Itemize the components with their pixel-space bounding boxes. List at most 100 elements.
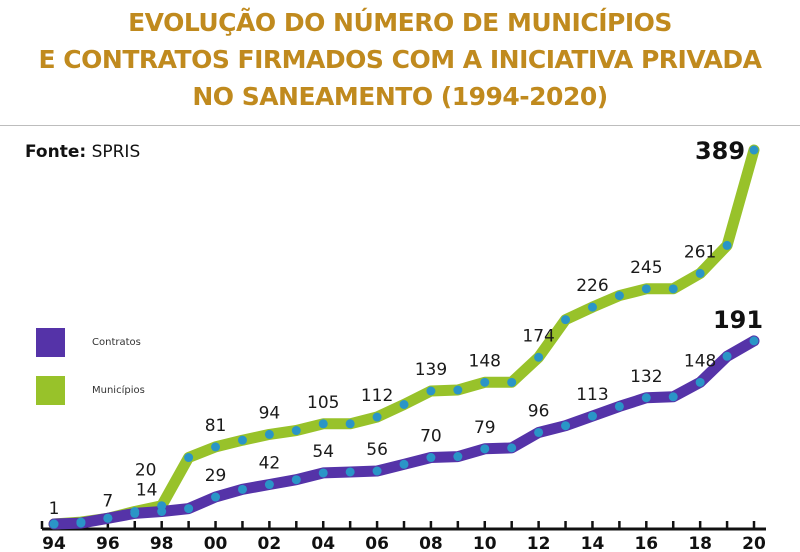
data-point-municipios	[399, 399, 409, 409]
data-point-contratos	[130, 508, 140, 518]
x-tick-label: 08	[419, 534, 443, 552]
data-point-municipios	[211, 442, 221, 452]
title-line-2: E CONTRATOS FIRMADOS COM A INICIATIVA PR…	[38, 45, 762, 74]
data-point-contratos	[399, 459, 409, 469]
data-label-municipios: 112	[361, 386, 393, 406]
data-label-contratos: 56	[366, 440, 388, 460]
data-label-municipios: 389	[695, 137, 745, 165]
data-point-contratos	[453, 452, 463, 462]
data-label-contratos: 132	[630, 367, 662, 387]
data-label-contratos: 96	[528, 401, 550, 421]
x-tick-label: 18	[688, 534, 712, 552]
source-label: Fonte:	[25, 142, 87, 162]
data-label-contratos: 70	[420, 427, 442, 447]
data-point-municipios	[749, 145, 759, 155]
data-point-contratos	[291, 475, 301, 485]
data-point-municipios	[426, 386, 436, 396]
data-label-municipios: 94	[259, 403, 281, 423]
data-point-municipios	[534, 352, 544, 362]
data-label-contratos: 14	[136, 481, 158, 501]
data-point-contratos	[587, 411, 597, 421]
data-point-contratos	[372, 466, 382, 476]
data-point-contratos	[76, 518, 86, 528]
data-label-municipios: 1	[49, 499, 60, 519]
legend-swatch-municipios	[36, 376, 65, 405]
x-axis: 94 96 98 00 02 04 06 08 10 12 14 16 18 20	[40, 521, 766, 552]
data-point-municipios	[318, 419, 328, 429]
data-label-municipios: 226	[576, 276, 608, 296]
data-label-municipios: 139	[415, 360, 447, 380]
data-label-municipios: 81	[205, 416, 227, 436]
data-point-municipios	[722, 240, 732, 250]
source-note: Fonte: SPRIS	[25, 142, 140, 162]
legend-swatch-contratos	[36, 328, 65, 357]
title-line-1: EVOLUÇÃO DO NÚMERO DE MUNICÍPIOS	[128, 8, 672, 37]
x-tick-label: 16	[634, 534, 658, 552]
chart-title: EVOLUÇÃO DO NÚMERO DE MUNICÍPIOS E CONTR…	[0, 4, 800, 115]
data-point-contratos	[318, 468, 328, 478]
data-point-contratos	[480, 444, 490, 454]
data-point-municipios	[561, 315, 571, 325]
x-tick-label: 00	[204, 534, 228, 552]
data-point-municipios	[264, 429, 274, 439]
data-label-municipios: 148	[469, 351, 501, 371]
legend-label-contratos: Contratos	[92, 337, 141, 348]
source-value: SPRIS	[91, 142, 141, 162]
data-point-municipios	[237, 435, 247, 445]
data-point-contratos	[157, 507, 167, 517]
data-label-municipios: 245	[630, 258, 662, 278]
data-label-municipios: 7	[102, 491, 113, 511]
data-point-municipios	[641, 284, 651, 294]
data-point-contratos	[211, 492, 221, 502]
x-tick-label: 10	[473, 534, 497, 552]
data-point-contratos	[184, 504, 194, 514]
x-tick-label: 98	[150, 534, 174, 552]
data-point-contratos	[264, 480, 274, 490]
data-point-municipios	[345, 419, 355, 429]
data-labels: 1 7 20 81 94 105 112 139 148 174 226 245 261 389 14 29 4…	[49, 137, 763, 519]
title-divider	[0, 125, 800, 126]
data-point-contratos	[641, 393, 651, 403]
x-tick-label: 14	[581, 534, 605, 552]
legend-label-municipios: Municípios	[92, 385, 145, 396]
data-label-contratos: 29	[205, 466, 227, 486]
data-point-contratos	[345, 467, 355, 477]
x-tick-label: 02	[258, 534, 282, 552]
data-point-municipios	[587, 302, 597, 312]
data-point-municipios	[507, 377, 517, 387]
data-label-municipios: 105	[307, 393, 339, 413]
data-label-municipios: 261	[684, 242, 716, 262]
data-label-municipios: 20	[135, 461, 157, 481]
data-label-contratos: 191	[713, 306, 763, 334]
legend-item-contratos: Contratos	[36, 328, 141, 357]
data-point-contratos	[614, 401, 624, 411]
data-point-municipios	[184, 453, 194, 463]
data-label-contratos: 54	[312, 442, 334, 462]
data-point-municipios	[668, 284, 678, 294]
data-label-contratos: 42	[259, 454, 281, 474]
data-point-municipios	[291, 426, 301, 436]
data-point-municipios	[480, 377, 490, 387]
data-point-municipios	[453, 385, 463, 395]
title-line-3: NO SANEAMENTO (1994-2020)	[192, 82, 608, 111]
data-point-municipios	[372, 412, 382, 422]
legend-item-municipios: Municípios	[36, 376, 145, 405]
data-label-contratos: 79	[474, 418, 496, 438]
data-point-contratos	[237, 484, 247, 494]
data-label-municipios: 174	[522, 326, 554, 346]
x-tick-label: 06	[365, 534, 389, 552]
data-point-contratos	[426, 453, 436, 463]
x-tick-label: 20	[742, 534, 766, 552]
data-point-contratos	[668, 392, 678, 402]
x-tick-label: 12	[527, 534, 551, 552]
data-point-municipios	[614, 291, 624, 301]
data-point-contratos	[534, 427, 544, 437]
data-label-contratos: 113	[576, 385, 608, 405]
data-point-contratos	[49, 519, 59, 529]
data-point-contratos	[103, 513, 113, 523]
data-point-contratos	[749, 336, 759, 346]
x-tick-label: 04	[311, 534, 335, 552]
data-point-municipios	[695, 268, 705, 278]
data-point-contratos	[507, 443, 517, 453]
